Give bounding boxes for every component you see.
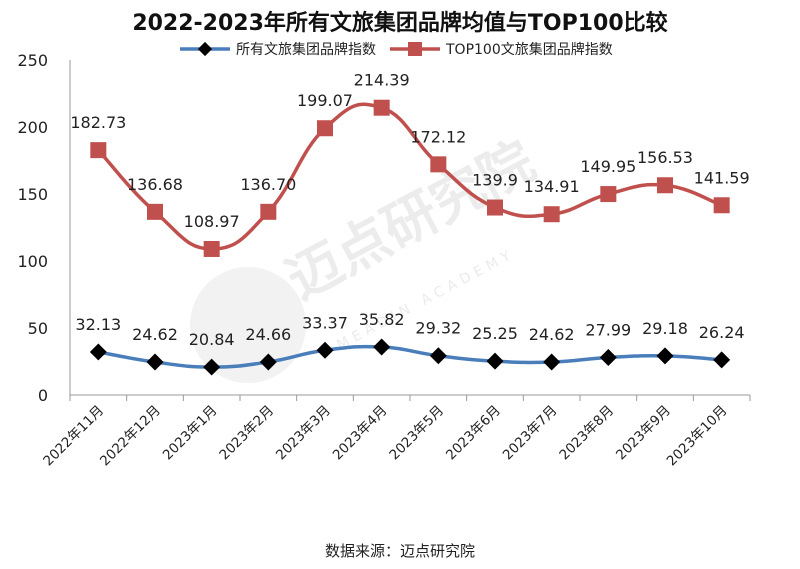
data-label: 214.39 bbox=[354, 71, 410, 90]
y-tick-label: 250 bbox=[17, 51, 48, 70]
data-label: 26.24 bbox=[699, 323, 745, 342]
x-tick-label: 2023年6月 bbox=[443, 403, 504, 464]
watermark-cn: 迈点研究院 bbox=[277, 129, 545, 311]
data-point-marker bbox=[543, 353, 561, 371]
data-label: 134.91 bbox=[524, 177, 580, 196]
data-point-marker bbox=[599, 349, 617, 366]
data-point-marker bbox=[600, 186, 617, 203]
data-label: 136.70 bbox=[240, 175, 296, 194]
data-point-marker bbox=[487, 199, 503, 216]
x-tick-label: 2023年5月 bbox=[386, 403, 447, 464]
data-point-marker bbox=[146, 353, 164, 371]
data-point-marker bbox=[656, 347, 674, 365]
y-tick-label: 150 bbox=[17, 185, 48, 204]
data-point-marker bbox=[203, 358, 221, 376]
data-label: 29.18 bbox=[642, 319, 688, 338]
data-label: 25.25 bbox=[472, 324, 518, 343]
x-tick-label: 2023年9月 bbox=[613, 403, 674, 464]
x-tick-label: 2023年10月 bbox=[664, 403, 731, 470]
data-label: 199.07 bbox=[297, 91, 353, 110]
data-point-marker bbox=[486, 352, 504, 370]
data-label: 108.97 bbox=[184, 212, 240, 231]
series-layer: 32.13 24.62 20.84 24.66 33.37 35.82 29.32 25.25… bbox=[70, 71, 750, 376]
data-label: 156.53 bbox=[637, 148, 693, 167]
watermark-logo bbox=[190, 267, 306, 383]
data-point-marker bbox=[90, 142, 107, 159]
data-label: 24.62 bbox=[529, 325, 575, 344]
data-point-marker bbox=[713, 197, 730, 214]
data-point-marker bbox=[543, 206, 560, 223]
legend-marker bbox=[408, 42, 422, 56]
data-point-marker bbox=[657, 177, 673, 194]
data-label: 24.62 bbox=[132, 325, 178, 344]
data-label: 182.73 bbox=[70, 113, 126, 132]
x-tick-label: 2023年2月 bbox=[216, 403, 277, 464]
data-label: 27.99 bbox=[585, 320, 631, 339]
x-tick-label: 2023年7月 bbox=[500, 403, 561, 464]
data-label: 20.84 bbox=[189, 330, 235, 349]
y-tick-label: 0 bbox=[38, 386, 48, 405]
y-tick-label: 50 bbox=[28, 319, 48, 338]
y-tick-label: 200 bbox=[17, 118, 48, 137]
legend: 所有文旅集团品牌指数 TOP100文旅集团品牌指数 bbox=[180, 41, 613, 58]
data-point-marker bbox=[203, 240, 220, 257]
data-label: 33.37 bbox=[302, 313, 348, 332]
data-point-marker bbox=[429, 347, 447, 365]
data-point-marker bbox=[147, 203, 163, 220]
x-tick-label: 2023年1月 bbox=[160, 403, 221, 464]
data-point-marker bbox=[316, 341, 334, 359]
data-point-marker bbox=[317, 120, 333, 137]
x-tick-label: 2023年4月 bbox=[330, 403, 391, 464]
data-point-marker bbox=[373, 99, 390, 116]
x-tick-label: 2022年12月 bbox=[97, 403, 164, 470]
data-point-marker bbox=[430, 156, 447, 173]
data-label: 172.12 bbox=[410, 127, 466, 146]
series-1: 32.13 24.62 20.84 24.66 33.37 35.82 29.32 25.25… bbox=[75, 310, 745, 376]
y-axis: 0 50 100 150 200 250 bbox=[17, 51, 71, 405]
data-label: 141.59 bbox=[694, 168, 750, 187]
data-label: 24.66 bbox=[245, 325, 291, 344]
data-point-marker bbox=[259, 353, 277, 371]
data-label: 139.9 bbox=[472, 171, 518, 190]
data-label: 29.32 bbox=[415, 319, 461, 338]
source-note: 数据来源：迈点研究院 bbox=[325, 542, 475, 560]
y-tick-label: 100 bbox=[17, 252, 48, 271]
data-point-marker bbox=[260, 203, 277, 220]
legend-label: TOP100文旅集团品牌指数 bbox=[445, 41, 613, 58]
data-label: 136.68 bbox=[127, 175, 183, 194]
data-point-marker bbox=[373, 338, 391, 356]
data-label: 32.13 bbox=[75, 315, 121, 334]
chart-title: 2022-2023年所有文旅集团品牌均值与TOP100比较 bbox=[132, 10, 667, 36]
legend-marker bbox=[197, 41, 213, 57]
x-tick-label: 2023年8月 bbox=[556, 403, 617, 464]
data-point-marker bbox=[89, 343, 107, 361]
x-tick-label: 2023年3月 bbox=[273, 403, 334, 464]
data-point-marker bbox=[713, 351, 731, 369]
data-label: 149.95 bbox=[580, 157, 636, 176]
legend-label: 所有文旅集团品牌指数 bbox=[236, 41, 376, 58]
series-line bbox=[98, 344, 722, 369]
data-label: 35.82 bbox=[359, 310, 405, 329]
x-axis: 2022年11月2022年12月2023年1月2023年2月2023年3月202… bbox=[40, 394, 751, 470]
